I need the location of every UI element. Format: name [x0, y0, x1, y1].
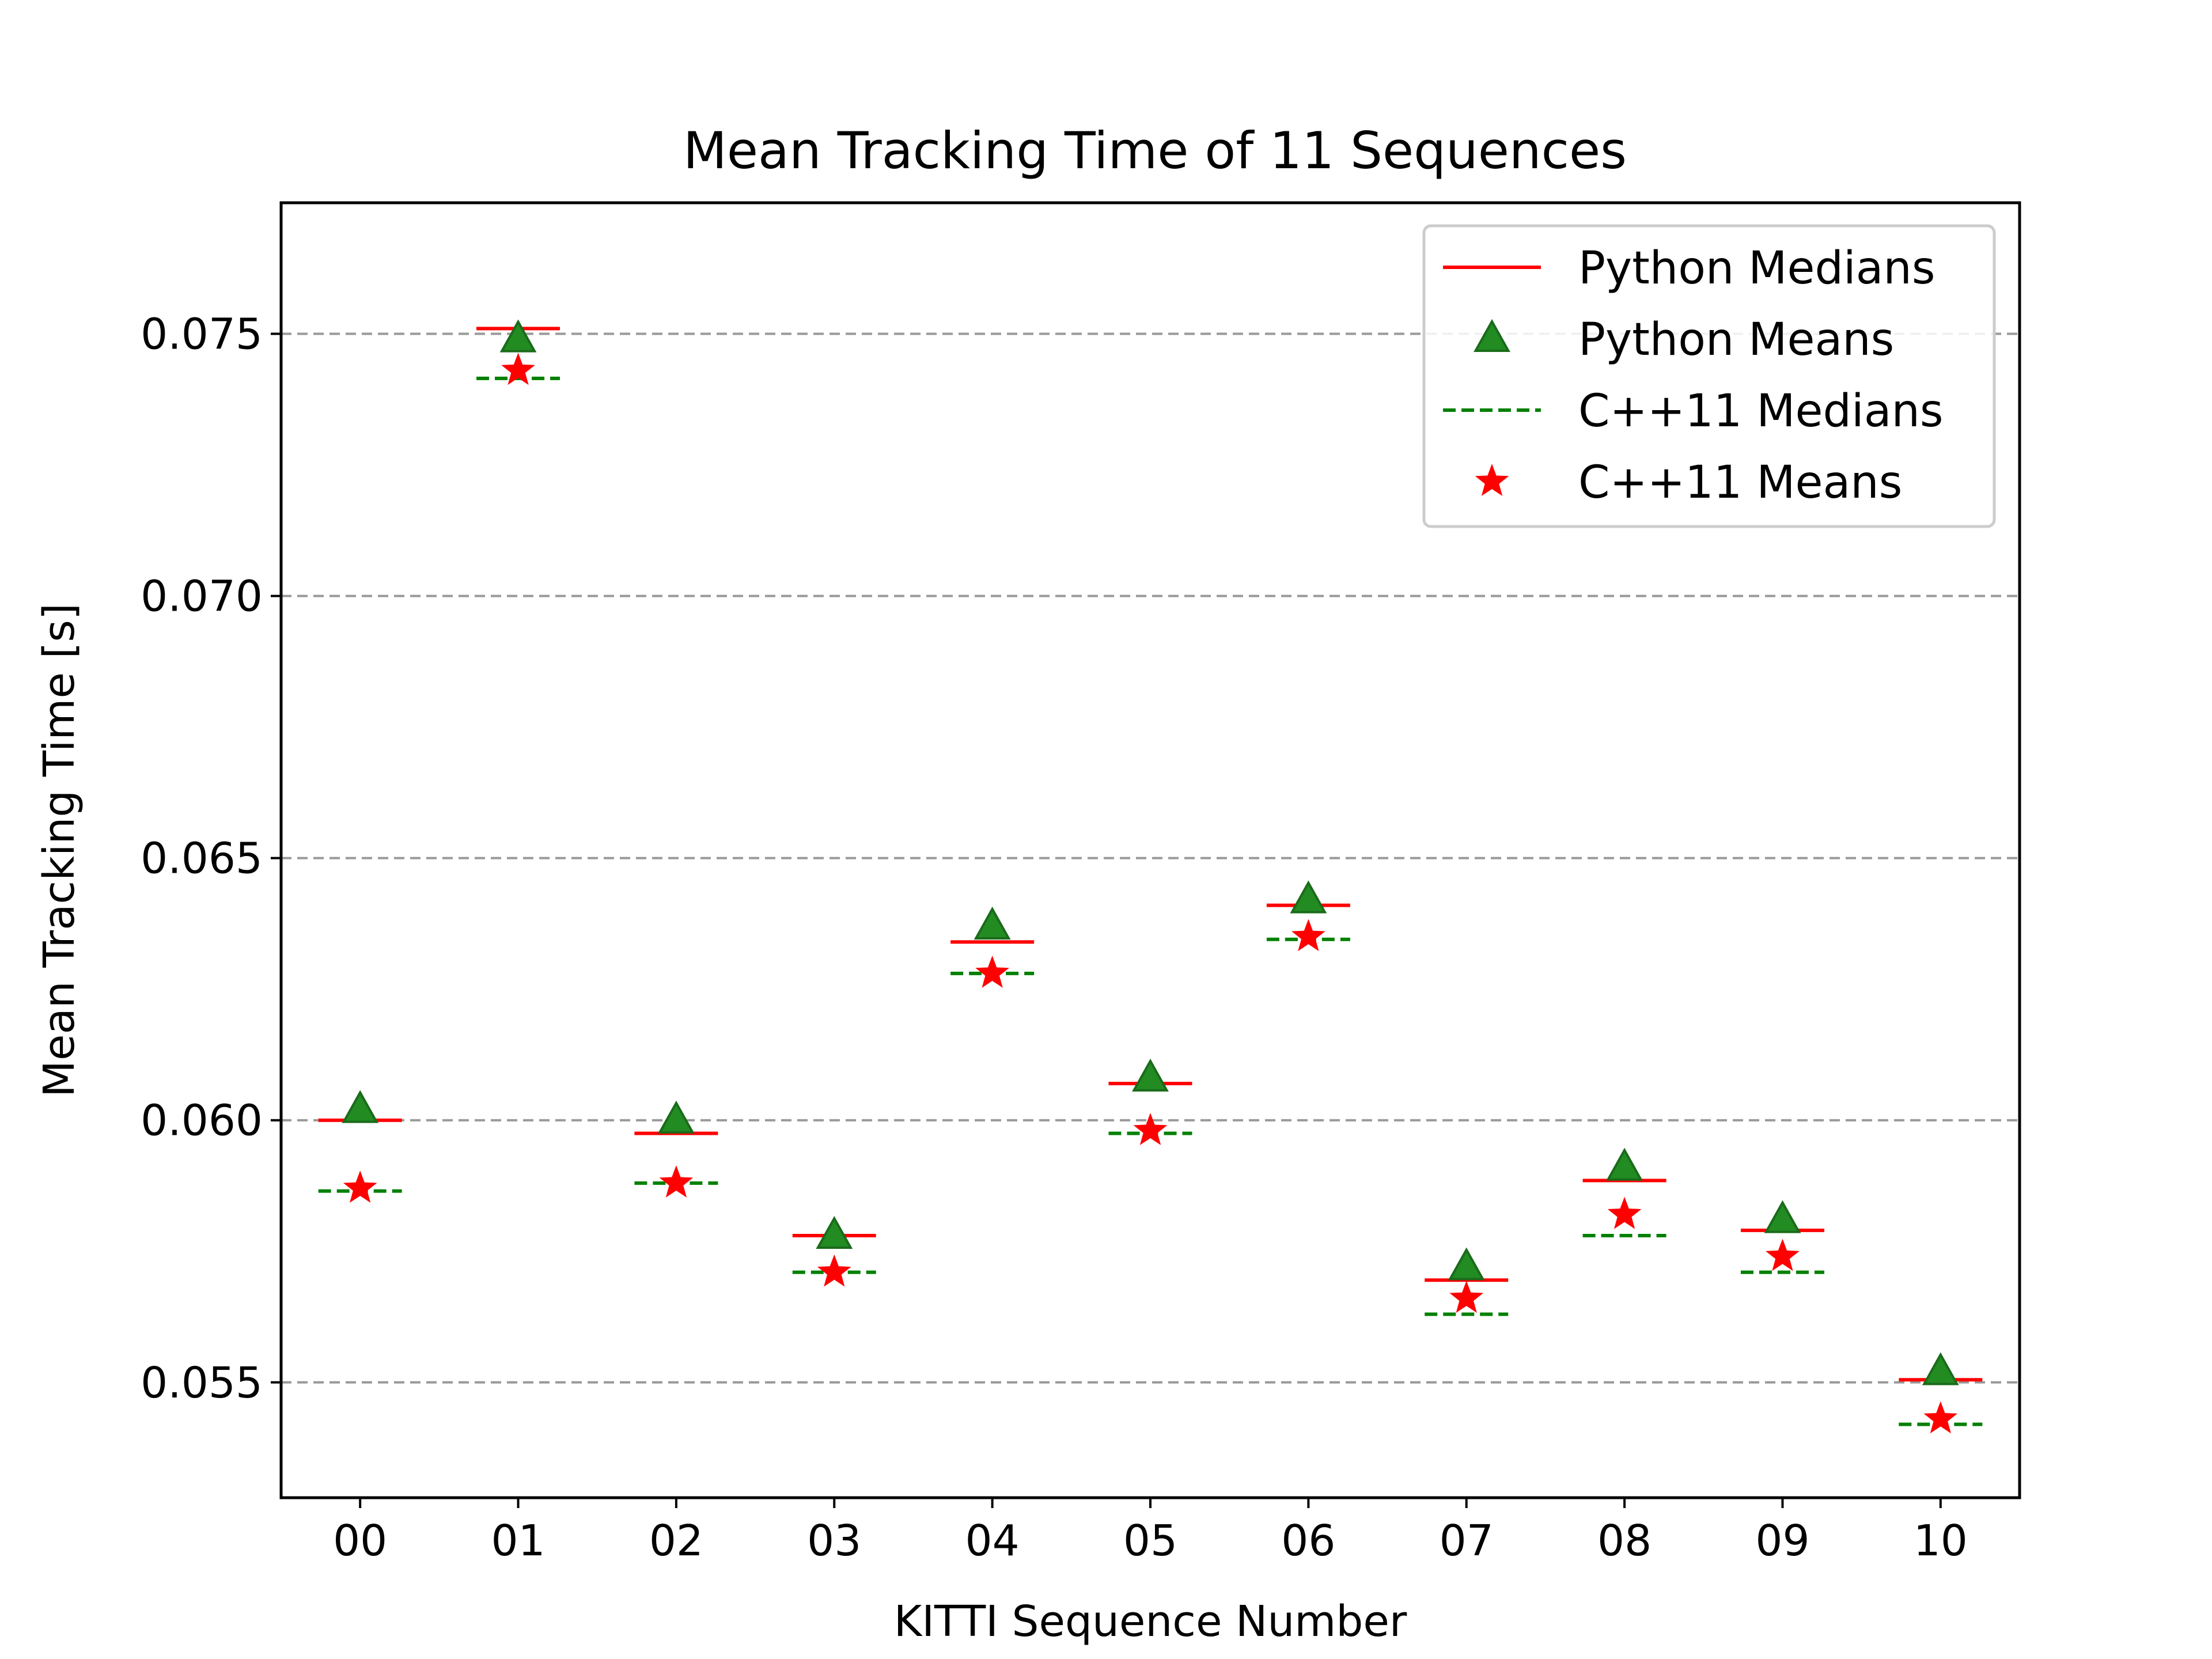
data-point — [1449, 1281, 1484, 1313]
x-tick-label: 00 — [333, 1516, 387, 1566]
x-tick-label: 01 — [491, 1516, 545, 1566]
data-point — [659, 1165, 694, 1198]
y-tick-label: 0.075 — [141, 310, 263, 359]
legend-swatch — [1474, 319, 1510, 352]
legend-entry: C++11 Medians — [1443, 385, 1944, 437]
data-point — [1607, 1196, 1642, 1229]
data-point — [1290, 880, 1327, 914]
x-tick-label: 09 — [1755, 1516, 1809, 1566]
data-series — [318, 319, 1983, 1434]
data-point — [343, 1171, 377, 1203]
y-axis-label: Mean Tracking Time [s] — [35, 603, 84, 1097]
x-tick-label: 04 — [965, 1516, 1020, 1566]
data-point — [1448, 1247, 1485, 1281]
y-tick-label: 0.055 — [141, 1358, 263, 1408]
legend: Python Medians Python Means C++11 Medians C… — [1422, 224, 1996, 528]
x-tick-label: 06 — [1281, 1516, 1335, 1566]
x-tick-label: 03 — [807, 1516, 861, 1566]
legend-label: Python Means — [1578, 314, 1894, 366]
data-point — [501, 353, 535, 385]
data-point — [1132, 1058, 1169, 1092]
data-point — [1922, 1352, 1959, 1385]
legend-box — [1422, 224, 1996, 528]
data-point — [1764, 1200, 1801, 1233]
data-point — [975, 956, 1010, 988]
plot-frame — [279, 201, 2021, 1499]
chart-title: Mean Tracking Time of 11 Sequences — [683, 121, 1627, 180]
data-point — [1606, 1147, 1643, 1181]
data-point — [1923, 1401, 1958, 1434]
legend-label: Python Medians — [1578, 243, 1936, 294]
data-point — [817, 1254, 851, 1287]
x-tick-label: 07 — [1440, 1516, 1494, 1566]
legend-entry: Python Medians — [1443, 243, 1936, 294]
data-point — [658, 1100, 695, 1134]
y-axis-ticks: 0.055 0.060 0.065 0.070 0.075 — [141, 310, 281, 1408]
series-python-means — [342, 319, 1959, 1385]
data-point — [342, 1090, 379, 1123]
series-c-11-means — [343, 353, 1958, 1434]
legend-label: C++11 Medians — [1578, 385, 1944, 437]
data-point — [816, 1215, 853, 1249]
legend-entry: C++11 Means — [1475, 457, 1902, 509]
y-tick-label: 0.065 — [141, 834, 263, 884]
x-tick-label: 10 — [1914, 1516, 1968, 1566]
data-point — [1291, 919, 1325, 952]
x-axis-label: KITTI Sequence Number — [894, 1597, 1407, 1646]
x-tick-label: 05 — [1123, 1516, 1177, 1566]
x-tick-label: 08 — [1597, 1516, 1652, 1566]
legend-swatch — [1475, 464, 1509, 497]
x-axis-ticks: 00 01 02 03 04 05 06 07 08 09 10 — [333, 1498, 1968, 1566]
data-point — [1133, 1113, 1168, 1145]
legend-label: C++11 Means — [1578, 457, 1902, 509]
y-tick-label: 0.070 — [141, 572, 263, 622]
data-point — [1766, 1238, 1800, 1271]
y-tick-label: 0.060 — [141, 1096, 263, 1146]
data-point — [974, 906, 1011, 940]
legend-entry: Python Means — [1474, 314, 1894, 366]
x-tick-label: 02 — [649, 1516, 703, 1566]
data-point — [499, 319, 537, 353]
